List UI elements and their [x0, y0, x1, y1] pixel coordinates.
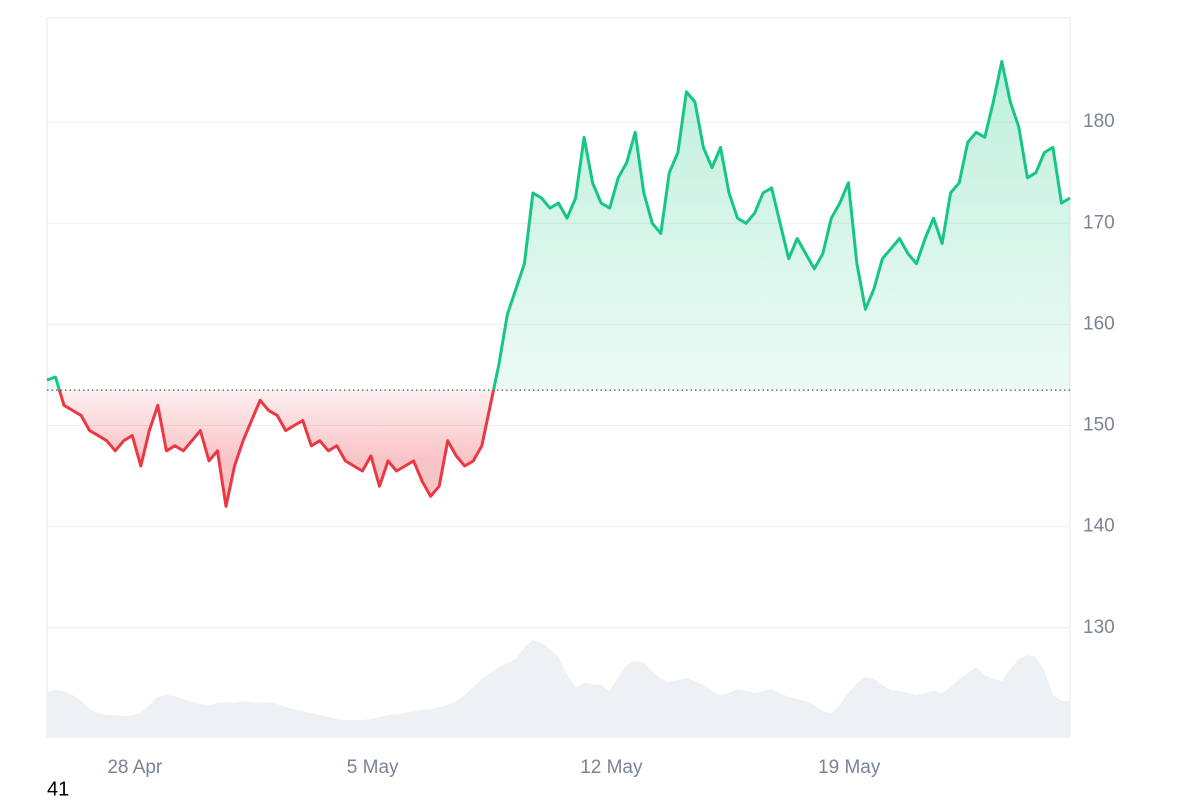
y-tick-label: 150 — [1083, 415, 1115, 436]
x-tick-label: 12 May — [580, 757, 643, 778]
x-tick-label: 5 May — [347, 757, 399, 778]
y-tick-label: 160 — [1083, 313, 1115, 334]
y-tick-label: 180 — [1083, 111, 1115, 132]
volume-area — [47, 640, 1070, 737]
price-area — [47, 61, 1070, 507]
x-tick-label: 19 May — [818, 757, 881, 778]
x-tick-label: 28 Apr — [107, 757, 163, 778]
y-tick-label: 140 — [1083, 516, 1115, 537]
footer-text: 41 — [47, 778, 69, 800]
y-tick-label: 170 — [1083, 212, 1115, 233]
price-line — [46, 60, 1071, 508]
y-tick-label: 130 — [1083, 617, 1115, 638]
